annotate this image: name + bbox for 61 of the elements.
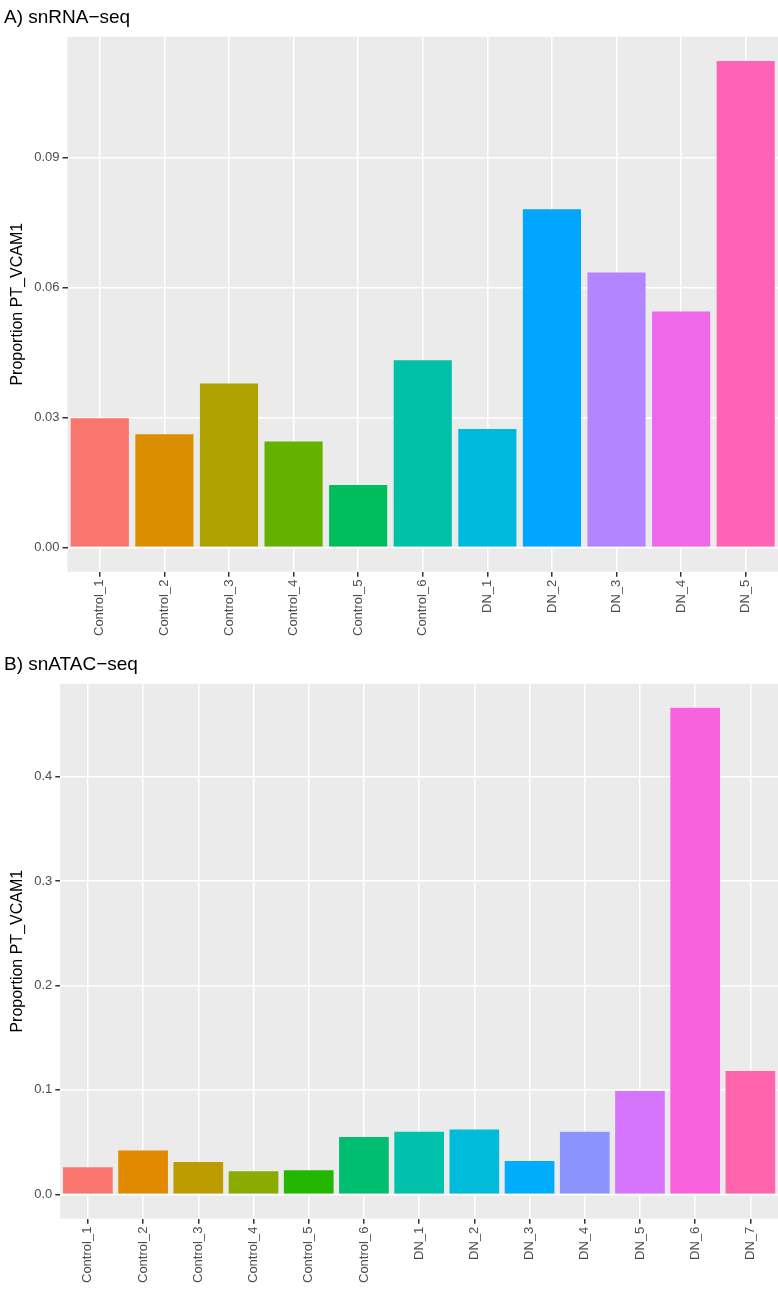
x-tick-label: DN_4 — [576, 1226, 592, 1260]
x-tick-label: Control_1 — [79, 1226, 95, 1284]
bar — [63, 1167, 113, 1194]
bar — [283, 1170, 334, 1194]
y-axis-title: Proportion PT_VCAM1 — [8, 222, 27, 386]
x-tick-label: DN_5 — [737, 579, 753, 613]
y-tick-label: 0.2 — [34, 977, 53, 993]
x-tick-label: DN_2 — [543, 579, 559, 613]
bar — [264, 441, 323, 547]
x-tick-label: Control_4 — [245, 1226, 261, 1284]
bar — [716, 61, 775, 547]
bar — [559, 1131, 610, 1194]
y-tick-label: 0.0 — [34, 1185, 53, 1201]
y-tick-label: 0.1 — [34, 1081, 53, 1097]
x-tick-label: Control_6 — [355, 1226, 371, 1284]
y-tick-label: 0.00 — [34, 538, 60, 554]
x-tick-label: DN_2 — [465, 1226, 481, 1260]
bar — [199, 383, 259, 547]
bar — [135, 434, 194, 547]
y-tick-label: 0.03 — [34, 408, 60, 424]
chart-title: B) snATAC−seq — [4, 652, 138, 674]
bar — [504, 1160, 555, 1194]
bar — [118, 1150, 168, 1194]
y-tick-label: 0.06 — [34, 278, 60, 294]
bar — [652, 311, 711, 547]
x-tick-label: DN_1 — [410, 1226, 426, 1260]
y-tick-label: 0.09 — [34, 148, 60, 164]
x-tick-label: Control_1 — [91, 579, 107, 637]
bar — [173, 1161, 224, 1194]
chart-title: A) snRNA−seq — [4, 5, 131, 27]
bar — [339, 1136, 389, 1194]
y-tick-label: 0.4 — [34, 768, 53, 784]
bar — [228, 1171, 279, 1194]
bar — [449, 1129, 500, 1194]
bar — [70, 418, 129, 547]
x-tick-label: Control_2 — [134, 1226, 150, 1284]
x-tick-label: Control_2 — [155, 579, 171, 637]
bar — [458, 429, 517, 547]
bar — [394, 1131, 444, 1194]
bar — [587, 272, 646, 547]
x-tick-label: Control_4 — [285, 579, 301, 637]
x-tick-label: DN_7 — [741, 1226, 757, 1260]
x-tick-label: DN_3 — [521, 1226, 537, 1260]
y-tick-label: 0.3 — [34, 872, 53, 888]
bar — [329, 484, 388, 547]
x-tick-label: DN_3 — [608, 579, 624, 613]
bar — [615, 1090, 665, 1194]
x-tick-label: Control_5 — [349, 579, 365, 637]
x-tick-label: Control_5 — [300, 1226, 316, 1284]
y-axis-title: Proportion PT_VCAM1 — [8, 869, 27, 1033]
bar — [725, 1071, 776, 1194]
x-tick-label: DN_4 — [672, 579, 688, 613]
x-tick-label: Control_3 — [220, 579, 236, 637]
bar — [522, 209, 581, 547]
x-tick-label: DN_6 — [686, 1226, 702, 1260]
x-tick-label: Control_6 — [414, 579, 430, 637]
x-tick-label: Control_3 — [189, 1226, 205, 1284]
bar — [670, 707, 721, 1194]
x-tick-label: DN_1 — [478, 579, 494, 613]
x-tick-label: DN_5 — [631, 1226, 647, 1260]
bar — [393, 360, 452, 547]
